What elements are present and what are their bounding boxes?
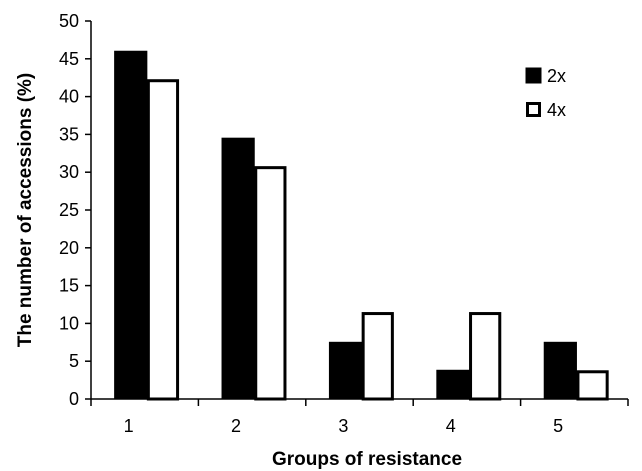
y-tick-label: 0 — [69, 389, 79, 409]
legend: 2x 4x — [525, 66, 566, 120]
y-tick-label: 20 — [59, 238, 79, 258]
x-tick-label: 5 — [553, 416, 563, 436]
bar-4x-2 — [254, 166, 287, 401]
legend-label-2x: 2x — [547, 66, 566, 86]
bar-2x-4 — [436, 369, 470, 400]
x-tick-label: 1 — [124, 416, 134, 436]
x-tick-label: 4 — [446, 416, 456, 436]
bar-4x-5 — [576, 370, 609, 401]
y-tick-label: 15 — [59, 276, 79, 296]
legend-swatch-2x — [525, 67, 542, 84]
bars — [114, 50, 609, 401]
y-tick-label: 45 — [59, 49, 79, 69]
y-axis-title: The number of accessions (%) — [15, 73, 36, 348]
y-tick-label: 50 — [59, 11, 79, 31]
y-axis-ticks: 0 5 10 15 20 25 30 35 40 45 50 — [59, 11, 91, 409]
bar-4x-4 — [469, 312, 502, 401]
x-tick-label: 2 — [231, 416, 241, 436]
bar-4x-3 — [361, 312, 394, 401]
bar-2x-3 — [328, 341, 363, 400]
y-tick-label: 40 — [59, 87, 79, 107]
y-tick-label: 5 — [69, 351, 79, 371]
x-tick-label: 3 — [338, 416, 348, 436]
x-axis-ticks: 1 2 3 4 5 — [90, 399, 629, 436]
bar-2x-5 — [543, 341, 577, 400]
y-tick-label: 25 — [59, 200, 79, 220]
legend-swatch-4x — [526, 102, 541, 117]
legend-label-4x: 4x — [547, 100, 566, 120]
x-axis-title: Groups of resistance — [272, 449, 462, 470]
bar-2x-2 — [221, 137, 255, 400]
y-tick-label: 35 — [59, 124, 79, 144]
bar-4x-1 — [146, 79, 180, 401]
y-tick-label: 10 — [59, 313, 79, 333]
y-tick-label: 30 — [59, 162, 79, 182]
bar-2x-1 — [114, 50, 148, 400]
